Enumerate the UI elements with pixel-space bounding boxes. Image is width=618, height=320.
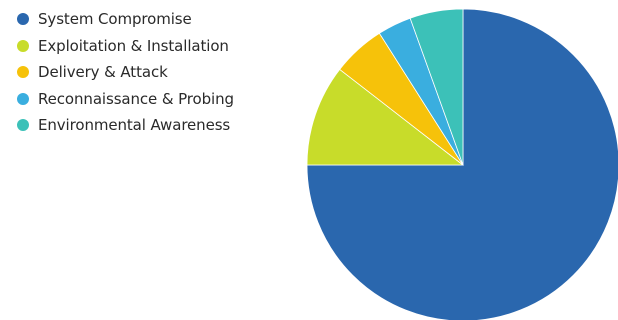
legend-item-system-compromise: System Compromise <box>17 8 234 31</box>
legend-item-environmental-awareness: Environmental Awareness <box>17 114 234 137</box>
legend-swatch-environmental-awareness <box>17 119 29 132</box>
legend-label-reconnaissance-probing: Reconnaissance & Probing <box>38 89 234 108</box>
legend-item-reconnaissance-probing: Reconnaissance & Probing <box>17 88 234 111</box>
pie-slice-system-compromise <box>306 8 618 320</box>
legend-swatch-delivery-attack <box>17 66 29 79</box>
legend-item-delivery-attack: Delivery & Attack <box>17 61 234 84</box>
legend-swatch-reconnaissance-probing <box>17 92 29 105</box>
legend-swatch-exploitation-installation <box>17 39 29 52</box>
chart-legend: System Compromise Exploitation & Install… <box>17 8 234 141</box>
legend-swatch-system-compromise <box>17 13 29 26</box>
legend-label-system-compromise: System Compromise <box>38 10 192 29</box>
legend-item-exploitation-installation: Exploitation & Installation <box>17 35 234 58</box>
legend-label-environmental-awareness: Environmental Awareness <box>38 116 231 135</box>
legend-label-delivery-attack: Delivery & Attack <box>38 63 168 82</box>
legend-label-exploitation-installation: Exploitation & Installation <box>38 36 229 55</box>
pie-slice-exploitation-installation <box>306 68 465 166</box>
pie-slice-environmental-awareness <box>409 8 464 166</box>
